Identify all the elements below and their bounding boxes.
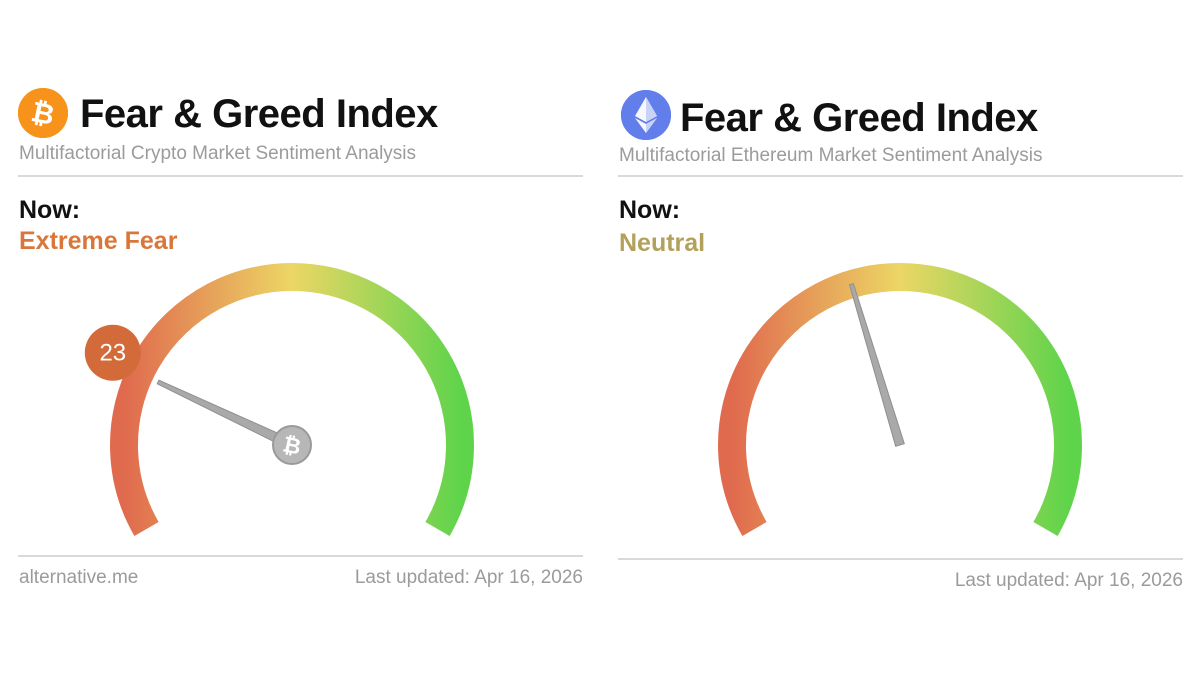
gauge-arc bbox=[718, 263, 1082, 536]
divider bbox=[618, 558, 1183, 560]
value-text: 23 bbox=[99, 340, 126, 367]
page-title: Fear & Greed Index bbox=[80, 92, 438, 136]
btc-fear-greed-card: ₿ Fear & Greed Index Multifactorial Cryp… bbox=[18, 0, 583, 675]
ethereum-icon bbox=[621, 90, 671, 140]
subtitle: Multifactorial Crypto Market Sentiment A… bbox=[19, 143, 417, 164]
divider bbox=[618, 175, 1183, 177]
sentiment-status: Extreme Fear bbox=[19, 227, 178, 255]
subtitle: Multifactorial Ethereum Market Sentiment… bbox=[619, 145, 1043, 166]
sentiment-gauge: ₿ 23 bbox=[84, 263, 474, 536]
value-badge: 23 bbox=[84, 324, 141, 381]
now-label: Now: bbox=[619, 196, 681, 224]
eth-fear-greed-card: Fear & Greed Index Multifactorial Ethere… bbox=[618, 0, 1183, 675]
last-updated: Last updated: Apr 16, 2026 bbox=[954, 570, 1183, 591]
gauge-needle bbox=[848, 282, 905, 447]
sentiment-status: Neutral bbox=[619, 229, 706, 257]
gauge-arc bbox=[110, 263, 474, 536]
needle-shape bbox=[848, 282, 905, 447]
now-label: Now: bbox=[19, 196, 81, 224]
page-title: Fear & Greed Index bbox=[680, 96, 1038, 140]
divider bbox=[18, 175, 583, 177]
svg-text:₿: ₿ bbox=[280, 432, 303, 460]
last-updated: Last updated: Apr 16, 2026 bbox=[354, 567, 583, 588]
source-link[interactable]: alternative.me bbox=[19, 567, 139, 588]
needle-hub-bitcoin-icon: ₿ bbox=[272, 425, 312, 465]
sentiment-gauge: 43 bbox=[718, 263, 1082, 536]
bitcoin-icon: ₿ bbox=[18, 88, 68, 138]
divider bbox=[18, 555, 583, 557]
